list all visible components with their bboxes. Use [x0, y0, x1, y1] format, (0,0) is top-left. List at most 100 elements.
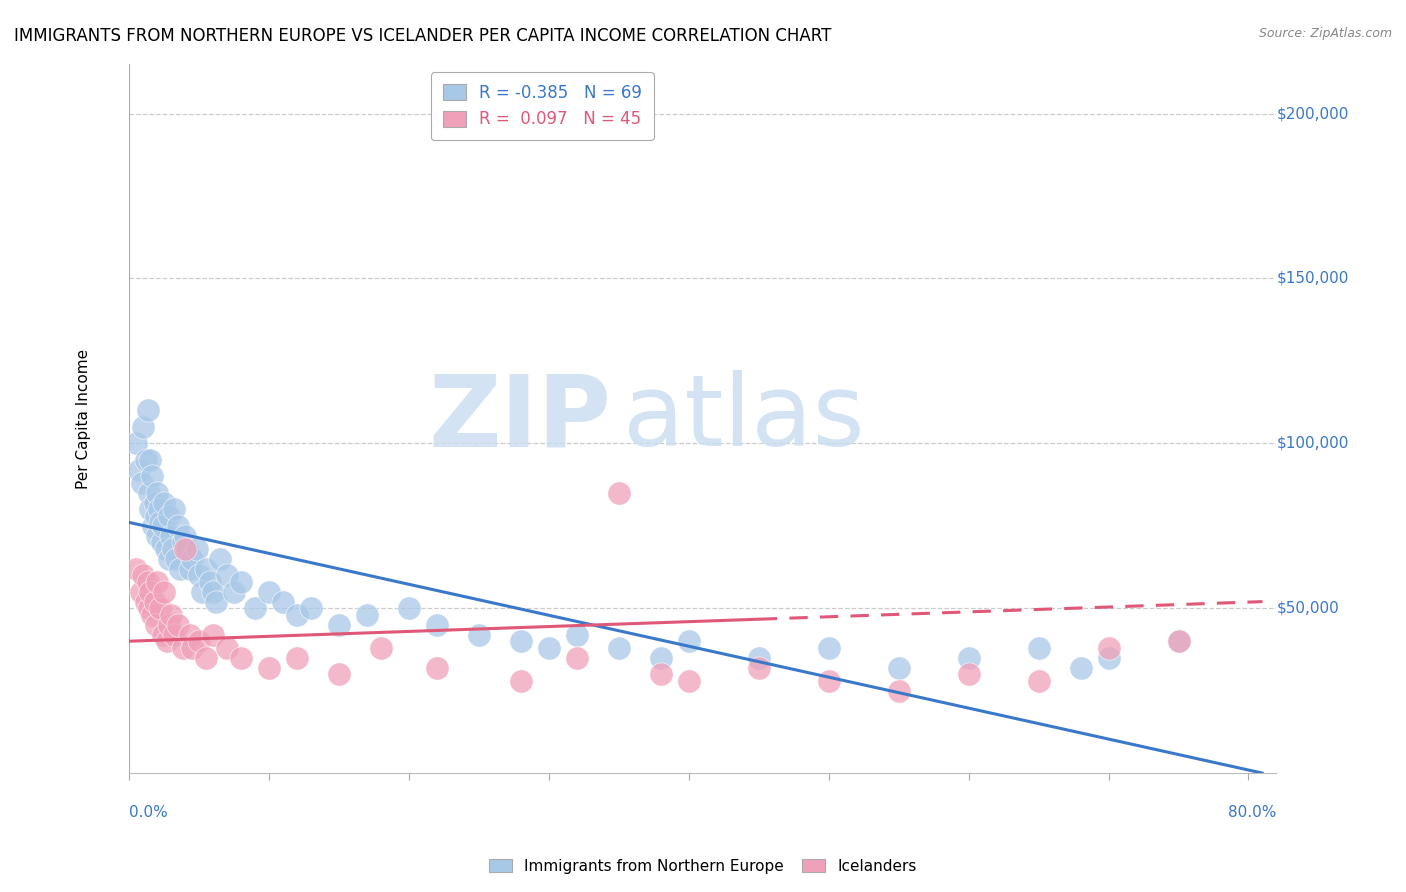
- Point: [1097, 640, 1119, 655]
- Point: [139, 502, 162, 516]
- Point: [426, 660, 449, 674]
- Point: [172, 535, 194, 549]
- Point: [165, 551, 187, 566]
- Point: [202, 627, 225, 641]
- Point: [217, 640, 239, 655]
- Text: ZIP: ZIP: [429, 370, 612, 467]
- Point: [678, 634, 700, 648]
- Point: [186, 541, 208, 556]
- Point: [202, 584, 225, 599]
- Point: [328, 667, 350, 681]
- Text: $200,000: $200,000: [1277, 106, 1348, 121]
- Point: [167, 617, 190, 632]
- Point: [179, 561, 201, 575]
- Point: [957, 667, 980, 681]
- Point: [142, 518, 165, 533]
- Point: [157, 551, 180, 566]
- Point: [150, 535, 173, 549]
- Point: [152, 627, 174, 641]
- Point: [163, 502, 186, 516]
- Point: [1167, 634, 1189, 648]
- Point: [299, 601, 322, 615]
- Point: [328, 617, 350, 632]
- Point: [139, 584, 162, 599]
- Point: [195, 561, 218, 575]
- Point: [1070, 660, 1092, 674]
- Point: [138, 601, 160, 615]
- Point: [136, 574, 159, 589]
- Point: [370, 640, 392, 655]
- Point: [565, 627, 588, 641]
- Point: [149, 516, 172, 530]
- Point: [146, 529, 169, 543]
- Point: [138, 485, 160, 500]
- Text: $150,000: $150,000: [1277, 271, 1348, 286]
- Point: [887, 660, 910, 674]
- Point: [153, 584, 176, 599]
- Point: [231, 574, 253, 589]
- Point: [135, 452, 157, 467]
- Point: [285, 607, 308, 622]
- Point: [146, 485, 169, 500]
- Point: [537, 640, 560, 655]
- Text: Source: ZipAtlas.com: Source: ZipAtlas.com: [1258, 27, 1392, 40]
- Text: 0.0%: 0.0%: [129, 805, 169, 820]
- Point: [188, 568, 211, 582]
- Point: [191, 584, 214, 599]
- Point: [748, 650, 770, 665]
- Point: [426, 617, 449, 632]
- Text: atlas: atlas: [623, 370, 865, 467]
- Point: [156, 634, 179, 648]
- Point: [271, 594, 294, 608]
- Point: [132, 420, 155, 434]
- Text: $100,000: $100,000: [1277, 436, 1348, 450]
- Text: Per Capita Income: Per Capita Income: [76, 349, 91, 489]
- Point: [157, 508, 180, 523]
- Point: [650, 667, 672, 681]
- Point: [1028, 640, 1050, 655]
- Point: [153, 496, 176, 510]
- Point: [163, 627, 186, 641]
- Point: [169, 561, 191, 575]
- Point: [172, 640, 194, 655]
- Point: [179, 627, 201, 641]
- Point: [181, 640, 204, 655]
- Point: [356, 607, 378, 622]
- Point: [285, 650, 308, 665]
- Point: [141, 469, 163, 483]
- Point: [1167, 634, 1189, 648]
- Point: [181, 551, 204, 566]
- Point: [132, 568, 155, 582]
- Point: [957, 650, 980, 665]
- Point: [510, 634, 533, 648]
- Point: [143, 594, 166, 608]
- Legend: R = -0.385   N = 69, R =  0.097   N = 45: R = -0.385 N = 69, R = 0.097 N = 45: [430, 72, 654, 140]
- Point: [678, 673, 700, 688]
- Point: [1028, 673, 1050, 688]
- Point: [139, 452, 162, 467]
- Point: [157, 617, 180, 632]
- Point: [149, 601, 172, 615]
- Point: [650, 650, 672, 665]
- Point: [176, 541, 198, 556]
- Point: [174, 529, 197, 543]
- Point: [398, 601, 420, 615]
- Point: [131, 475, 153, 490]
- Point: [817, 673, 839, 688]
- Point: [748, 660, 770, 674]
- Point: [148, 502, 170, 516]
- Point: [188, 634, 211, 648]
- Point: [145, 508, 167, 523]
- Point: [607, 485, 630, 500]
- Point: [128, 463, 150, 477]
- Point: [887, 683, 910, 698]
- Point: [231, 650, 253, 665]
- Point: [125, 561, 148, 575]
- Point: [125, 436, 148, 450]
- Point: [1097, 650, 1119, 665]
- Point: [607, 640, 630, 655]
- Point: [209, 551, 232, 566]
- Point: [145, 617, 167, 632]
- Point: [224, 584, 246, 599]
- Point: [146, 574, 169, 589]
